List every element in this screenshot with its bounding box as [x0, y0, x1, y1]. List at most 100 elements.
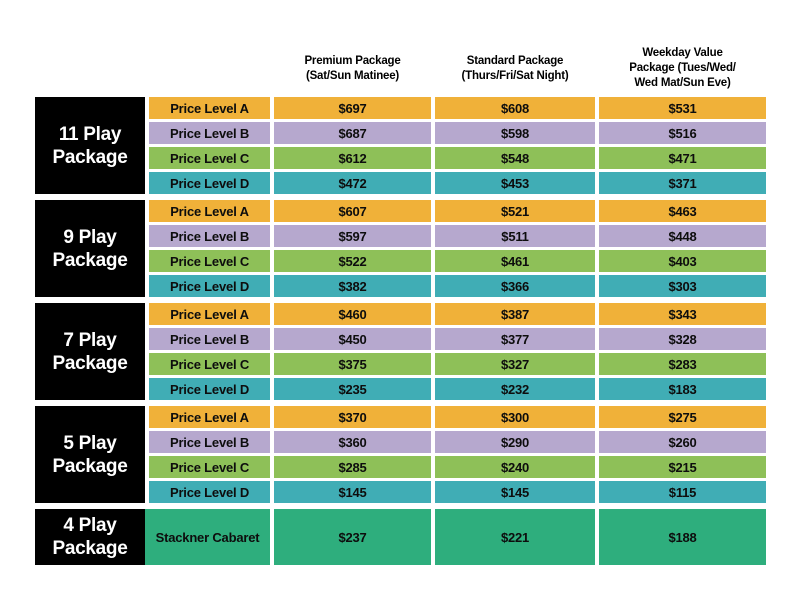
price-cell: $521 — [435, 200, 595, 222]
price-cell: $360 — [274, 431, 431, 453]
price-level-cell: Price Level C — [149, 250, 270, 272]
price-cell: $290 — [435, 431, 595, 453]
price-cell: $283 — [599, 353, 766, 375]
price-cell: $461 — [435, 250, 595, 272]
price-cell: $145 — [274, 481, 431, 503]
price-cell: $448 — [599, 225, 766, 247]
price-cell: $612 — [274, 147, 431, 169]
price-cell: $303 — [599, 275, 766, 297]
package-group-label-line: Package — [52, 249, 128, 271]
price-cell: $275 — [599, 406, 766, 428]
package-group-label: 9 Play Package — [35, 200, 145, 297]
price-cell: $697 — [274, 97, 431, 119]
price-level-cell: Price Level D — [149, 378, 270, 400]
price-level-cell: Price Level C — [149, 353, 270, 375]
column-header-standard: Standard Package (Thurs/Fri/Sat Night) — [435, 54, 595, 84]
price-level-cell: Stackner Cabaret — [145, 509, 270, 565]
package-group: 5 Play Package Price Level A $370 $300 $275 Pr… — [35, 406, 766, 503]
price-cell: $285 — [274, 456, 431, 478]
price-cell: $366 — [435, 275, 595, 297]
price-cell: $387 — [435, 303, 595, 325]
price-level-cell: Price Level A — [149, 303, 270, 325]
package-group-label-line: Package — [52, 455, 128, 477]
price-cell: $240 — [435, 456, 595, 478]
price-cell: $472 — [274, 172, 431, 194]
price-cell: $608 — [435, 97, 595, 119]
price-level-cell: Price Level C — [149, 147, 270, 169]
price-cell: $232 — [435, 378, 595, 400]
package-group-label-line: Package — [52, 538, 128, 559]
price-level-cell: Price Level D — [149, 172, 270, 194]
price-level-cell: Price Level B — [149, 225, 270, 247]
column-header-line: Wed Mat/Sun Eve) — [634, 77, 731, 89]
package-group: 9 Play Package Price Level A $607 $521 $463 Pr… — [35, 200, 766, 297]
pricing-table: Premium Package (Sat/Sun Matinee) Standard… — [35, 40, 766, 571]
price-level-cell: Price Level D — [149, 481, 270, 503]
package-group-label-line: Package — [52, 146, 128, 168]
column-header-line: (Thurs/Fri/Sat Night) — [461, 69, 569, 82]
price-cell: $531 — [599, 97, 766, 119]
price-cell: $188 — [599, 509, 766, 565]
column-header-line: Weekday Value — [642, 47, 723, 59]
price-cell: $453 — [435, 172, 595, 194]
price-cell: $300 — [435, 406, 595, 428]
price-cell: $382 — [274, 275, 431, 297]
price-cell: $463 — [599, 200, 766, 222]
price-cell: $115 — [599, 481, 766, 503]
column-header-line: (Sat/Sun Matinee) — [305, 69, 400, 82]
price-cell: $327 — [435, 353, 595, 375]
price-cell: $375 — [274, 353, 431, 375]
package-group: 11 Play Package Price Level A $697 $608 $531 P… — [35, 97, 766, 194]
price-cell: $183 — [599, 378, 766, 400]
price-cell: $237 — [274, 509, 431, 565]
price-level-cell: Price Level D — [149, 275, 270, 297]
price-cell: $343 — [599, 303, 766, 325]
price-level-cell: Price Level C — [149, 456, 270, 478]
package-group-label: 7 Play Package — [35, 303, 145, 400]
price-level-cell: Price Level B — [149, 122, 270, 144]
price-cell: $145 — [435, 481, 595, 503]
price-cell: $607 — [274, 200, 431, 222]
package-group: 4 Play Package Stackner Cabaret $237 $221 $18… — [35, 509, 766, 565]
package-group-label: 5 Play Package — [35, 406, 145, 503]
package-groups: 11 Play Package Price Level A $697 $608 $531 P… — [35, 97, 766, 565]
price-cell: $377 — [435, 328, 595, 350]
price-cell: $597 — [274, 225, 431, 247]
package-group: 7 Play Package Price Level A $460 $387 $343 Pr… — [35, 303, 766, 400]
package-group-label-line: 4 Play — [63, 515, 117, 536]
price-cell: $235 — [274, 378, 431, 400]
price-cell: $598 — [435, 122, 595, 144]
price-level-cell: Price Level A — [149, 200, 270, 222]
price-cell: $511 — [435, 225, 595, 247]
package-group-label-line: 5 Play — [63, 432, 117, 454]
package-group-label-line: Package — [52, 352, 128, 374]
column-header-weekday-value: Weekday Value Package (Tues/Wed/Wed Mat/S… — [599, 46, 766, 91]
price-cell: $516 — [599, 122, 766, 144]
package-group-label: 4 Play Package — [35, 509, 145, 565]
column-header-line: Standard Package — [466, 54, 564, 67]
price-level-cell: Price Level A — [149, 406, 270, 428]
price-cell: $548 — [435, 147, 595, 169]
price-cell: $215 — [599, 456, 766, 478]
price-level-cell: Price Level B — [149, 328, 270, 350]
header-row: Premium Package (Sat/Sun Matinee) Standard… — [35, 40, 766, 97]
package-group-label-line: 7 Play — [63, 329, 117, 351]
price-cell: $221 — [435, 509, 595, 565]
column-header-line: Premium Package — [304, 54, 401, 67]
price-cell: $370 — [274, 406, 431, 428]
price-cell: $260 — [599, 431, 766, 453]
price-cell: $328 — [599, 328, 766, 350]
price-level-cell: Price Level B — [149, 431, 270, 453]
column-header-line: Package (Tues/Wed/ — [629, 62, 736, 74]
price-cell: $371 — [599, 172, 766, 194]
column-header-premium: Premium Package (Sat/Sun Matinee) — [274, 54, 431, 84]
price-level-cell: Price Level A — [149, 97, 270, 119]
price-cell: $522 — [274, 250, 431, 272]
price-cell: $687 — [274, 122, 431, 144]
package-group-label-line: 11 Play — [58, 123, 122, 145]
price-cell: $450 — [274, 328, 431, 350]
price-cell: $403 — [599, 250, 766, 272]
package-group-label: 11 Play Package — [35, 97, 145, 194]
package-group-label-line: 9 Play — [63, 226, 117, 248]
